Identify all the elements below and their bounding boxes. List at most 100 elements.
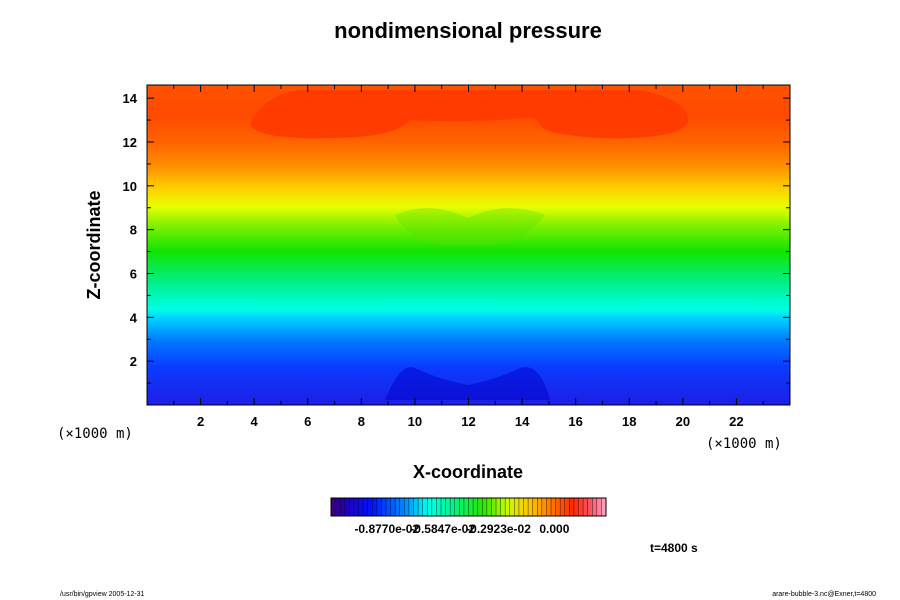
colorbar-swatch: [569, 498, 575, 516]
x-tick-label: 6: [304, 414, 311, 429]
colorbar: [330, 498, 607, 516]
colorbar-swatch: [463, 498, 469, 516]
y-tick-label: 4: [130, 310, 138, 325]
x-tick-label: 10: [408, 414, 422, 429]
colorbar-swatch: [340, 498, 346, 516]
colorbar-swatch: [454, 498, 460, 516]
colorbar-swatch: [482, 498, 488, 516]
colorbar-swatch: [381, 498, 387, 516]
colorbar-swatch: [376, 498, 382, 516]
colorbar-swatch: [445, 498, 451, 516]
colorbar-swatch: [518, 498, 524, 516]
colorbar-swatch: [353, 498, 359, 516]
x-tick-label: 4: [251, 414, 259, 429]
footer-left: /usr/bin/gpview 2005-12-31: [60, 591, 145, 598]
x-unit-label: (×1000 m): [57, 426, 133, 442]
colorbar-swatch: [541, 498, 547, 516]
colorbar-frame: [330, 497, 607, 517]
colorbar-swatch: [413, 498, 419, 516]
colorbar-swatch: [496, 498, 501, 516]
colorbar-swatch: [596, 498, 602, 516]
colorbar-swatch: [372, 498, 378, 516]
lower-blue-dip: [385, 367, 550, 400]
colorbar-swatch: [587, 498, 593, 516]
colorbar-swatch: [468, 498, 474, 516]
x-tick-label: 8: [358, 414, 365, 429]
y-ticks: 2 4 6 8 10 12 14: [123, 91, 790, 384]
colorbar-swatch: [564, 498, 570, 516]
colorbar-labels: -0.8770e-02-0.5847e-02-0.2923e-02 0.000: [354, 522, 569, 536]
y-unit-label: (×1000 m): [706, 436, 782, 452]
footer-right: arare-bubble-3.nc@Exner,t=4800: [772, 591, 876, 598]
colorbar-label: -0.8770e-02: [354, 522, 419, 536]
x-tick-label: 14: [515, 414, 530, 429]
colorbar-swatch: [514, 498, 520, 516]
y-tick-label: 14: [123, 91, 138, 106]
colorbar-swatch: [441, 498, 446, 516]
colorbar-swatch: [363, 498, 368, 516]
top-high-pressure-lobe: [250, 90, 689, 139]
colorbar-swatch: [573, 498, 579, 516]
field-gradient: [147, 85, 790, 405]
colorbar-swatch: [427, 498, 433, 516]
y-tick-label: 12: [123, 135, 137, 150]
y-tick-label: 2: [130, 354, 137, 369]
x-tick-label: 2: [197, 414, 204, 429]
chart-title: nondimensional pressure: [334, 18, 602, 43]
colorbar-swatch: [509, 498, 515, 516]
mid-green-dip: [395, 208, 545, 246]
colorbar-swatch: [477, 498, 483, 516]
colorbar-swatch: [537, 498, 543, 516]
colorbar-swatch: [436, 498, 442, 516]
x-axis-label: X-coordinate: [413, 462, 523, 482]
colorbar-swatch: [399, 498, 405, 516]
x-ticks: 2 4 6 8 10 12 14 16 18 20 22: [173, 85, 764, 429]
x-tick-label: 22: [729, 414, 743, 429]
colorbar-swatch: [473, 498, 478, 516]
colorbar-swatch: [491, 498, 497, 516]
colorbar-swatch: [450, 498, 456, 516]
colorbar-swatch: [344, 498, 350, 516]
colorbar-swatch: [408, 498, 414, 516]
colorbar-swatch: [560, 498, 566, 516]
colorbar-swatch: [395, 498, 401, 516]
colorbar-swatch: [459, 498, 465, 516]
colorbar-swatch: [583, 498, 588, 516]
colorbar-swatch: [418, 498, 423, 516]
time-label: t=4800 s: [650, 541, 698, 555]
colorbar-swatch: [386, 498, 391, 516]
colorbar-label: -0.5847e-02: [410, 522, 475, 536]
colorbar-swatch: [349, 498, 355, 516]
colorbar-swatch: [486, 498, 492, 516]
contour-field: [147, 85, 790, 405]
colorbar-swatch: [390, 498, 396, 516]
colorbar-swatch: [546, 498, 552, 516]
colorbar-swatch: [555, 498, 561, 516]
y-tick-label: 8: [130, 223, 137, 238]
y-axis-label: Z-coordinate: [84, 190, 104, 299]
x-tick-label: 16: [568, 414, 582, 429]
colorbar-swatch: [523, 498, 529, 516]
x-tick-label: 20: [676, 414, 690, 429]
colorbar-swatch: [551, 498, 556, 516]
colorbar-label: -0.2923e-02: [466, 522, 531, 536]
colorbar-swatch: [404, 498, 410, 516]
colorbar-swatch: [578, 498, 584, 516]
colorbar-swatch: [500, 498, 506, 516]
colorbar-label: 0.000: [539, 522, 569, 536]
colorbar-swatch: [505, 498, 511, 516]
colorbar-swatch: [592, 498, 598, 516]
colorbar-swatch: [422, 498, 428, 516]
colorbar-swatch: [367, 498, 373, 516]
colorbar-swatch: [331, 498, 336, 516]
y-tick-label: 10: [123, 179, 137, 194]
colorbar-swatch: [601, 498, 607, 516]
x-tick-label: 12: [461, 414, 475, 429]
colorbar-swatch: [431, 498, 437, 516]
colorbar-swatch: [335, 498, 341, 516]
colorbar-swatch: [358, 498, 364, 516]
colorbar-swatch: [532, 498, 538, 516]
y-tick-label: 6: [130, 266, 137, 281]
x-tick-label: 18: [622, 414, 636, 429]
